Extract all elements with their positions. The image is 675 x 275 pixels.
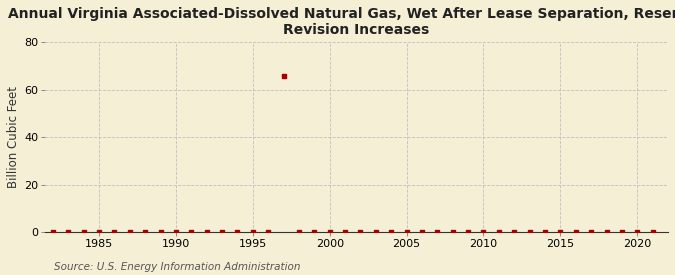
Point xyxy=(647,230,658,234)
Point xyxy=(109,230,119,234)
Point xyxy=(509,230,520,234)
Point xyxy=(448,230,458,234)
Y-axis label: Billion Cubic Feet: Billion Cubic Feet xyxy=(7,86,20,188)
Point xyxy=(140,230,151,234)
Point xyxy=(616,230,627,234)
Point xyxy=(386,230,397,234)
Point xyxy=(278,73,289,78)
Point xyxy=(309,230,320,234)
Point xyxy=(232,230,243,234)
Point xyxy=(555,230,566,234)
Point xyxy=(201,230,212,234)
Point xyxy=(632,230,643,234)
Point xyxy=(432,230,443,234)
Point xyxy=(155,230,166,234)
Point xyxy=(263,230,273,234)
Point xyxy=(63,230,74,234)
Text: Source: U.S. Energy Information Administration: Source: U.S. Energy Information Administ… xyxy=(54,262,300,272)
Point xyxy=(371,230,381,234)
Point xyxy=(416,230,427,234)
Point xyxy=(493,230,504,234)
Point xyxy=(324,230,335,234)
Point xyxy=(601,230,612,234)
Point xyxy=(47,230,58,234)
Point xyxy=(539,230,550,234)
Point xyxy=(524,230,535,234)
Point xyxy=(355,230,366,234)
Point xyxy=(463,230,474,234)
Point xyxy=(248,230,259,234)
Point xyxy=(217,230,227,234)
Point xyxy=(78,230,89,234)
Point xyxy=(570,230,581,234)
Point xyxy=(401,230,412,234)
Point xyxy=(340,230,350,234)
Point xyxy=(171,230,182,234)
Point xyxy=(94,230,105,234)
Point xyxy=(124,230,135,234)
Point xyxy=(586,230,597,234)
Point xyxy=(186,230,196,234)
Title: Annual Virginia Associated-Dissolved Natural Gas, Wet After Lease Separation, Re: Annual Virginia Associated-Dissolved Nat… xyxy=(8,7,675,37)
Point xyxy=(294,230,304,234)
Point xyxy=(478,230,489,234)
